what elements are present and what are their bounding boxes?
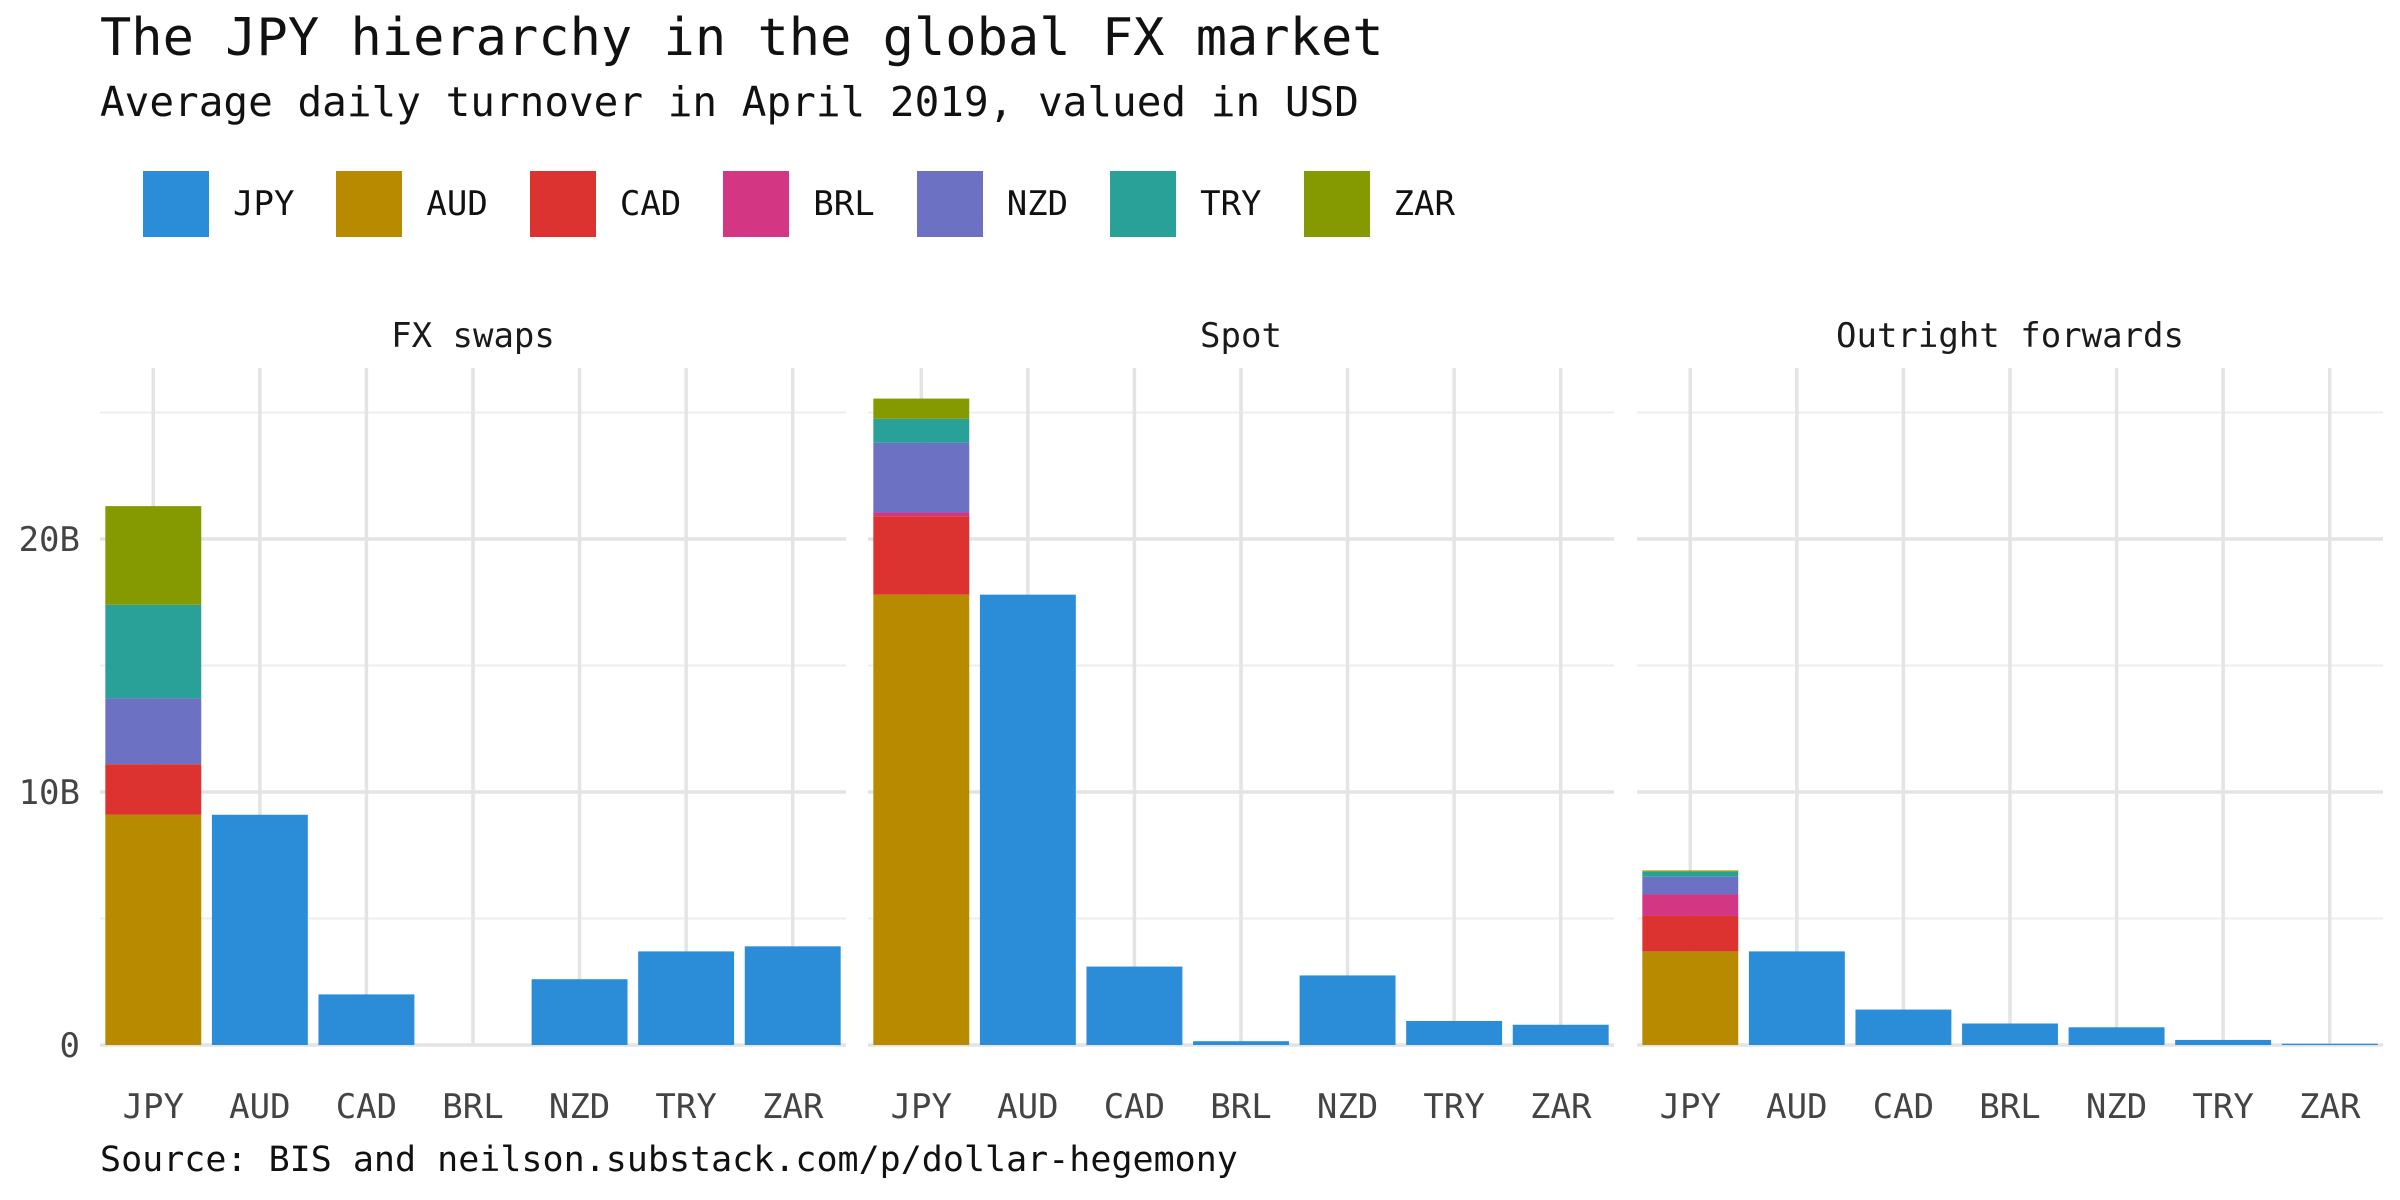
x-tick-label: TRY — [1423, 1087, 1484, 1127]
bar-nzd-jpy — [1299, 975, 1396, 1045]
x-tick-label: NZD — [1317, 1087, 1378, 1127]
bar-jpy-cad — [873, 516, 970, 595]
bar-brl-jpy — [1962, 1023, 2058, 1045]
x-tick-label: ZAR — [1530, 1087, 1592, 1127]
bar-try-jpy — [1406, 1020, 1503, 1045]
bar-cad-jpy — [318, 994, 415, 1045]
legend-item-zar: ZAR — [1303, 171, 1455, 237]
legend-item-try: TRY — [1110, 171, 1262, 237]
legend-swatch — [1110, 171, 1177, 237]
bar-nzd-jpy — [2068, 1027, 2165, 1045]
x-tick-label: JPY — [891, 1087, 952, 1127]
x-tick-label: ZAR — [762, 1087, 824, 1127]
bar-jpy-aud — [1642, 951, 1739, 1045]
bar-brl-jpy — [1193, 1041, 1289, 1045]
x-tick-label: CAD — [1873, 1087, 1934, 1127]
y-tick-label: 0 — [60, 1026, 80, 1066]
y-tick-label: 10B — [19, 773, 80, 813]
x-tick-label: JPY — [1660, 1087, 1721, 1127]
bar-jpy-zar — [1642, 870, 1739, 872]
bar-jpy-cad — [105, 764, 202, 815]
legend-swatch — [1303, 171, 1370, 237]
legend-label: ZAR — [1393, 184, 1455, 224]
bar-jpy-cad — [1642, 915, 1739, 952]
bar-try-jpy — [2175, 1039, 2272, 1045]
bar-jpy-brl — [873, 512, 970, 517]
legend-item-brl: BRL — [723, 171, 875, 237]
facet-label: Spot — [1200, 316, 1282, 356]
bar-aud-jpy — [1748, 951, 1845, 1045]
x-tick-label: NZD — [2086, 1087, 2147, 1127]
bar-nzd-jpy — [531, 979, 628, 1045]
bar-jpy-nzd — [105, 698, 202, 765]
x-tick-label: ZAR — [2299, 1087, 2361, 1127]
bar-jpy-nzd — [873, 442, 970, 513]
bar-jpy-try — [873, 418, 970, 443]
x-tick-label: NZD — [549, 1087, 610, 1127]
bar-zar-jpy — [1512, 1024, 1609, 1045]
legend-item-jpy: JPY — [143, 171, 294, 237]
bar-aud-jpy — [979, 594, 1076, 1045]
legend-label: JPY — [233, 184, 295, 224]
facet-panel-0: FX swaps JPY AUD CAD BRL NZD TRY ZAR — [100, 316, 846, 1127]
legend-label: AUD — [426, 184, 488, 224]
bar-jpy-try — [105, 604, 202, 699]
legend-item-cad: CAD — [529, 171, 682, 237]
facet-label: FX swaps — [391, 316, 555, 356]
x-tick-label: CAD — [1104, 1087, 1165, 1127]
bar-jpy-try — [1642, 871, 1739, 877]
y-tick-label: 20B — [19, 520, 80, 560]
legend-swatch — [916, 171, 983, 237]
x-tick-label: TRY — [655, 1087, 716, 1127]
x-tick-label: BRL — [1979, 1087, 2040, 1127]
legend-swatch — [529, 171, 596, 237]
legend-swatch — [143, 171, 209, 237]
legend-swatch — [336, 171, 403, 237]
x-tick-label: JPY — [123, 1087, 184, 1127]
facet-panel-1: Spot JPY AUD CAD BRL NZD TRY ZAR — [868, 316, 1614, 1127]
bar-jpy-aud — [873, 594, 970, 1045]
x-tick-label: AUD — [997, 1087, 1058, 1127]
bar-zar-jpy — [2281, 1043, 2378, 1045]
bar-jpy-zar — [873, 398, 970, 419]
x-tick-label: BRL — [442, 1087, 503, 1127]
x-tick-label: TRY — [2192, 1087, 2253, 1127]
chart-subtitle: Average daily turnover in April 2019, va… — [100, 78, 1359, 126]
bar-jpy-zar — [105, 506, 202, 605]
legend-item-aud: AUD — [336, 171, 488, 237]
legend-swatch — [723, 171, 790, 237]
bar-aud-jpy — [211, 814, 308, 1045]
chart-title: The JPY hierarchy in the global FX marke… — [100, 8, 1384, 68]
bar-jpy-nzd — [1642, 876, 1739, 895]
bar-try-jpy — [638, 951, 735, 1045]
bar-zar-jpy — [744, 946, 841, 1045]
legend-label: TRY — [1200, 184, 1262, 224]
bar-cad-jpy — [1086, 966, 1183, 1045]
facet-panel-2: Outright forwards JPY AUD CAD BRL NZD TRY ZAR — [1637, 316, 2383, 1127]
bar-jpy-aud — [105, 814, 202, 1045]
x-tick-label: AUD — [229, 1087, 290, 1127]
chart-legend: JPY AUD CAD BRL NZD TRY ZAR — [143, 170, 1497, 238]
chart-caption: Source: BIS and neilson.substack.com/p/d… — [100, 1140, 1238, 1180]
legend-label: BRL — [813, 184, 875, 224]
facet-label: Outright forwards — [1836, 316, 2184, 356]
legend-label: NZD — [1006, 184, 1069, 224]
legend-item-nzd: NZD — [916, 171, 1069, 237]
x-tick-label: AUD — [1766, 1087, 1827, 1127]
bar-cad-jpy — [1855, 1009, 1952, 1045]
x-tick-label: BRL — [1210, 1087, 1271, 1127]
bar-jpy-brl — [1642, 894, 1739, 916]
legend-label: CAD — [619, 184, 682, 224]
x-tick-label: CAD — [336, 1087, 397, 1127]
